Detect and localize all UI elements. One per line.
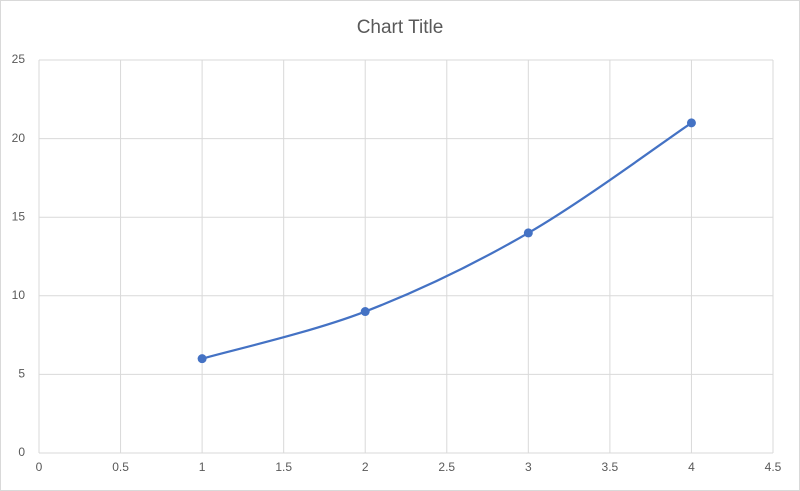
y-tick-label: 25 [12,52,26,66]
data-point [197,354,207,364]
y-tick-label: 5 [18,367,25,381]
x-tick-label: 3 [525,460,532,474]
series-line [201,121,693,360]
x-tick-label: 4 [688,460,695,474]
x-tick-label: 0.5 [112,460,129,474]
x-tick-label: 1 [199,460,206,474]
x-tick-label: 1.5 [275,460,292,474]
data-point [360,307,370,317]
x-tick-label: 0 [36,460,43,474]
y-tick-label: 15 [12,209,26,223]
data-point [686,118,696,128]
x-tick-label: 4.5 [765,460,782,474]
data-point [523,228,533,238]
y-tick-label: 20 [12,131,26,145]
y-tick-label: 10 [12,288,26,302]
x-tick-label: 2.5 [438,460,455,474]
y-tick-label: 0 [18,445,25,459]
x-tick-label: 2 [362,460,369,474]
x-tick-label: 3.5 [602,460,619,474]
chart-title: Chart Title [357,17,444,38]
